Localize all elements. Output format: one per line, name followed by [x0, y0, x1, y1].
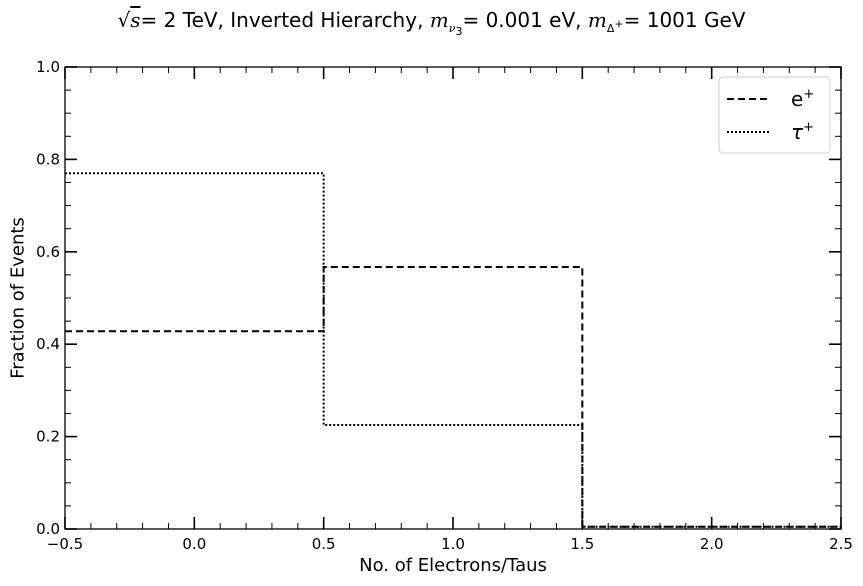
title-mass-symbol-1: m	[429, 8, 449, 32]
y-tick-label: 1.0	[36, 58, 60, 76]
y-tick-label: 0.2	[36, 428, 60, 446]
legend-box	[718, 76, 831, 154]
legend: e+τ+	[718, 76, 831, 154]
plot-frame	[64, 66, 842, 530]
title-energy: = 2 TeV, Inverted Hierarchy,	[140, 8, 430, 32]
title-mass-value-2: = 1001 GeV	[623, 8, 746, 32]
title-mass-subsubscript-1: 3	[455, 25, 463, 39]
y-axis-label: Fraction of Events	[7, 217, 29, 379]
y-tick-label: 0.6	[36, 243, 60, 261]
x-tick-label: 0.0	[182, 535, 206, 553]
title-sqrt-variable: s	[130, 8, 141, 32]
chart-title: √s= 2 TeV, Inverted Hierarchy, mν3= 0.00…	[0, 8, 863, 38]
series-1-line	[65, 172, 841, 528]
title-mass-subscript-2: Δ	[606, 22, 615, 35]
series-0-line	[65, 266, 841, 528]
axis-ticks: −0.5 0.0 0.5 1.0 1.5 2.0 2.50.00.20.40.60.81.0	[36, 58, 853, 553]
x-tick-label: −0.5	[47, 535, 83, 553]
title-mass-symbol-2: m	[587, 8, 607, 32]
x-tick-label: 2.0	[700, 535, 724, 553]
y-tick-label: 0.4	[36, 335, 60, 353]
title-sqrt-sign: √	[117, 8, 131, 32]
title-mass-subsup-2: +	[614, 17, 624, 31]
title-mass-subscript-1: ν	[448, 22, 456, 35]
chart-series	[65, 172, 841, 528]
y-tick-label: 0.8	[36, 150, 60, 168]
title-mass-value-1: = 0.001 eV,	[462, 8, 588, 32]
x-tick-label: 1.5	[570, 535, 594, 553]
x-tick-label: 1.0	[441, 535, 465, 553]
x-axis-label: No. of Electrons/Taus	[359, 555, 547, 576]
legend-label-sup-0: +	[803, 87, 814, 102]
y-tick-label: 0.0	[36, 520, 60, 538]
x-tick-label: 2.5	[829, 535, 853, 553]
x-tick-label: 0.5	[312, 535, 336, 553]
legend-label-sup-1: +	[803, 120, 814, 135]
